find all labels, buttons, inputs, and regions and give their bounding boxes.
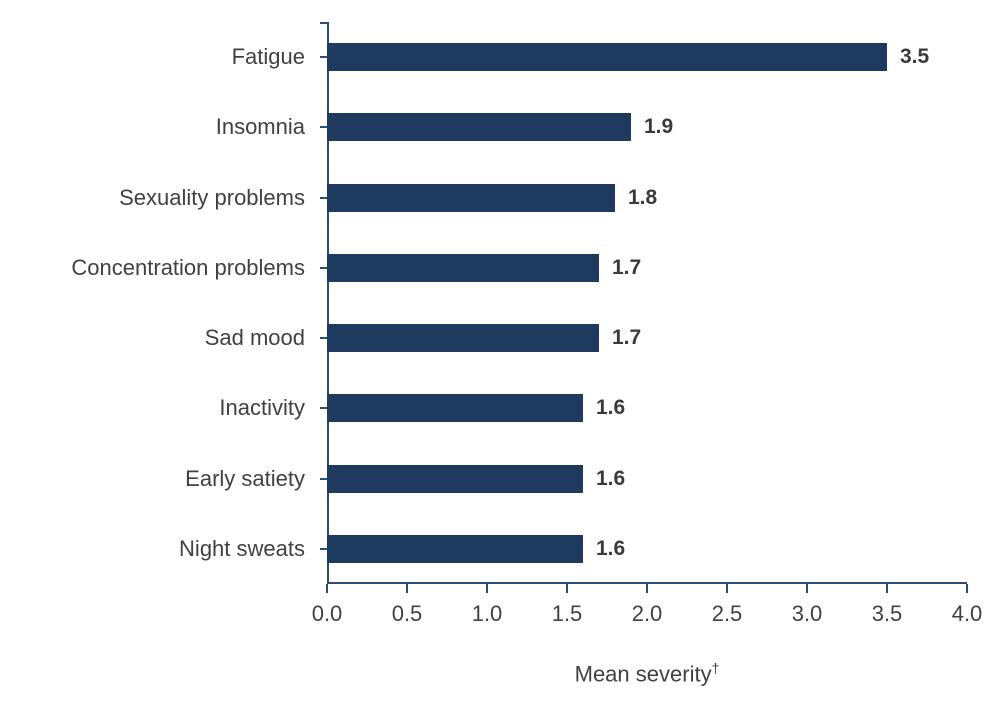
y-axis-tick [320, 126, 327, 129]
category-label: Night sweats [179, 535, 305, 561]
y-axis-tick [320, 56, 327, 59]
y-axis-tick [320, 407, 327, 410]
x-axis-title-text: Mean severity [574, 661, 712, 687]
x-axis-tick [726, 584, 728, 593]
x-axis-tick-label: 1.0 [471, 601, 503, 626]
x-axis-tick [406, 584, 408, 593]
y-axis-end-tick [320, 22, 327, 24]
plot-area [327, 22, 967, 584]
bar [327, 43, 887, 72]
category-label: Sexuality problems [119, 184, 305, 210]
y-axis-tick [320, 266, 327, 269]
y-axis-tick [320, 196, 327, 199]
bar [327, 534, 583, 563]
y-axis-tick [320, 547, 327, 550]
y-axis-tick [320, 477, 327, 480]
x-axis-tick-label: 3.0 [791, 601, 823, 626]
x-axis-tick [326, 584, 328, 593]
x-axis-title: Mean severity† [327, 660, 967, 687]
x-axis-tick-label: 4.0 [951, 601, 983, 626]
x-axis-tick [566, 584, 568, 593]
value-label: 1.7 [612, 255, 642, 279]
x-axis-tick [646, 584, 648, 593]
bar [327, 113, 631, 142]
value-label: 1.9 [644, 115, 674, 139]
value-label: 1.6 [596, 536, 626, 560]
value-label: 1.6 [596, 466, 626, 490]
value-label: 1.6 [596, 396, 626, 420]
category-label: Concentration problems [71, 254, 305, 280]
x-axis-tick [886, 584, 888, 593]
x-axis-tick-label: 2.0 [631, 601, 663, 626]
x-axis-tick-label: 2.5 [711, 601, 743, 626]
bar [327, 394, 583, 423]
category-label: Fatigue [231, 44, 305, 70]
x-axis-tick [486, 584, 488, 593]
x-axis-tick [806, 584, 808, 593]
bar [327, 324, 599, 353]
category-label: Early satiety [185, 465, 305, 491]
x-axis-tick-label: 3.5 [871, 601, 903, 626]
x-axis-tick-label: 0.0 [311, 601, 343, 626]
y-axis-tick [320, 337, 327, 340]
bar [327, 183, 615, 212]
dagger-footnote-marker: † [711, 660, 720, 676]
category-label: Insomnia [215, 114, 305, 140]
bar [327, 464, 583, 493]
value-label: 1.7 [612, 326, 642, 350]
value-label: 1.8 [628, 185, 658, 209]
value-label: 3.5 [900, 45, 930, 69]
x-axis-tick-label: 0.5 [391, 601, 423, 626]
category-label: Inactivity [219, 395, 305, 421]
category-label: Sad mood [204, 325, 305, 351]
x-axis-tick [966, 584, 968, 593]
x-axis-tick-label: 1.5 [551, 601, 583, 626]
bar [327, 253, 599, 282]
